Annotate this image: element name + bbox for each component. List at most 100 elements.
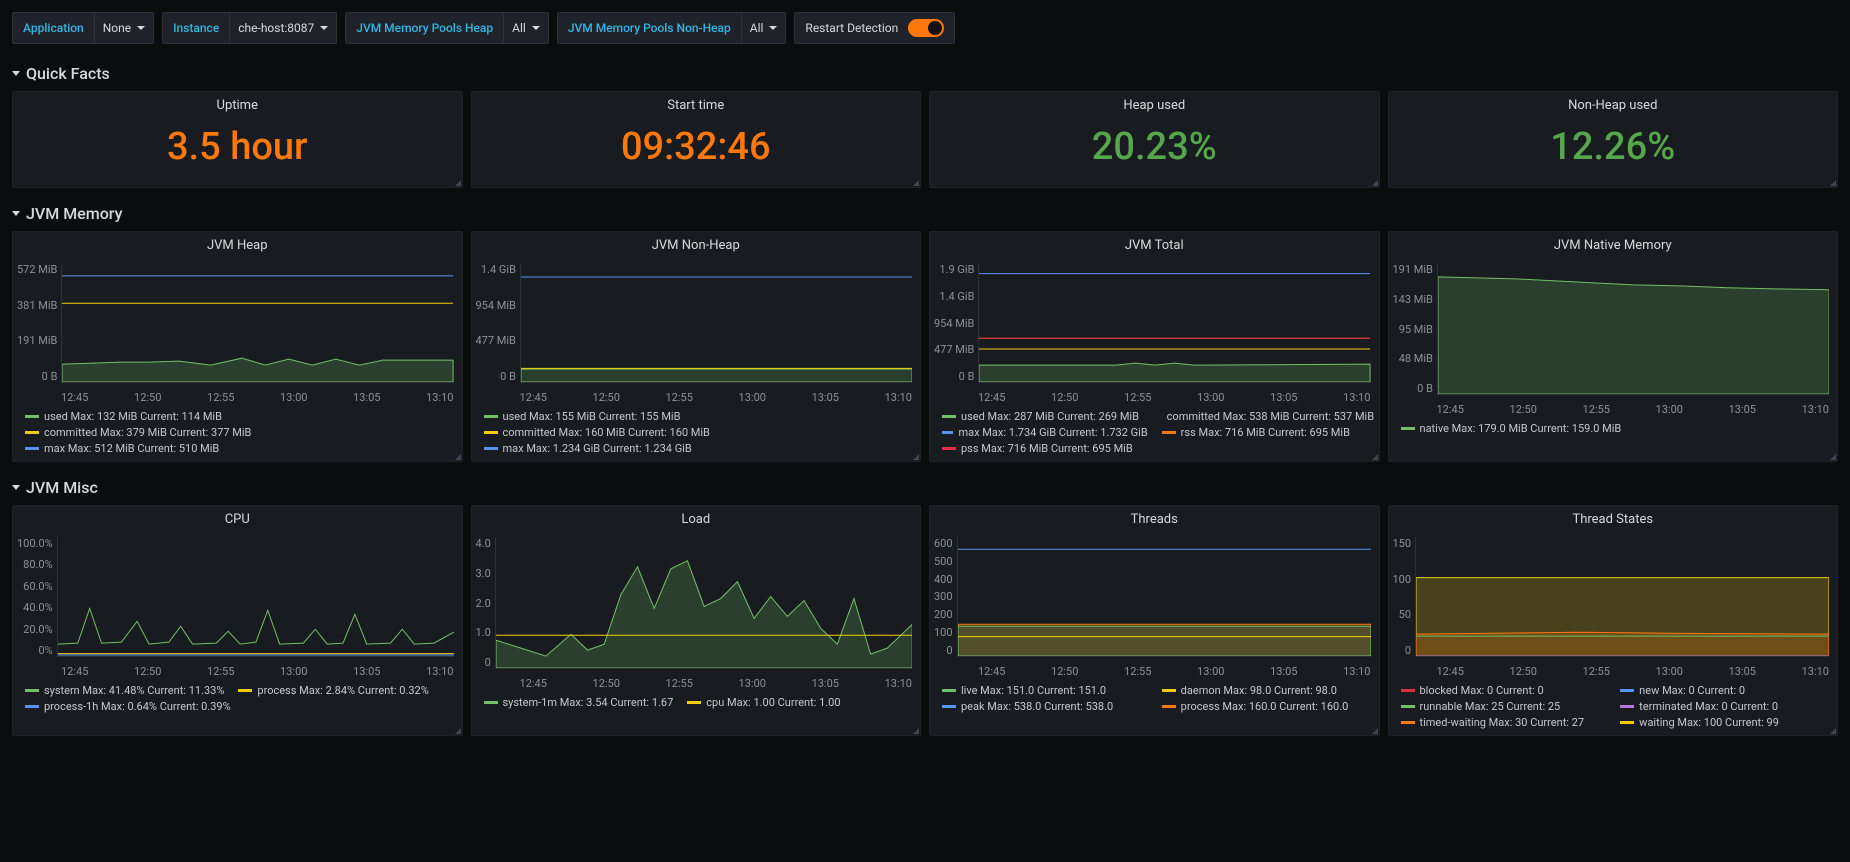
y-tick: 1.9 GiB bbox=[939, 263, 974, 276]
resize-handle-icon[interactable] bbox=[913, 180, 919, 186]
plot-area[interactable] bbox=[520, 263, 912, 383]
legend-item-process[interactable]: process Max: 2.84% Current: 0.32% bbox=[238, 684, 428, 697]
chart-cpu[interactable]: CPU100.0%80.0%60.0%40.0%20.0%0%12:4512:5… bbox=[12, 505, 463, 736]
legend-item-blocked[interactable]: blocked Max: 0 Current: 0 bbox=[1401, 684, 1607, 697]
chart-load-title: Load bbox=[472, 506, 921, 533]
plot-svg bbox=[62, 263, 453, 382]
plot-area[interactable] bbox=[1415, 537, 1829, 657]
chart-jvm_nonheap[interactable]: JVM Non-Heap1.4 GiB954 MiB477 MiB0 B12:4… bbox=[471, 231, 922, 462]
legend-item-committed[interactable]: committed Max: 538 MiB Current: 537 MiB bbox=[1162, 410, 1368, 423]
legend-text: committed Max: 160 MiB Current: 160 MiB bbox=[503, 426, 710, 439]
legend-item-used[interactable]: used Max: 132 MiB Current: 114 MiB bbox=[25, 410, 222, 423]
var-nonheap-pools-value[interactable]: All bbox=[742, 21, 786, 35]
var-instance: Instance che-host:8087 bbox=[162, 12, 337, 44]
var-heap-pools-value[interactable]: All bbox=[504, 21, 548, 35]
plot-area[interactable] bbox=[57, 537, 454, 657]
legend-swatch-icon bbox=[484, 447, 498, 450]
y-tick: 100 bbox=[1393, 573, 1412, 586]
legend-item-daemon[interactable]: daemon Max: 98.0 Current: 98.0 bbox=[1162, 684, 1368, 697]
y-tick: 400 bbox=[934, 573, 953, 586]
resize-handle-icon[interactable] bbox=[1830, 180, 1836, 186]
legend-item-pss[interactable]: pss Max: 716 MiB Current: 695 MiB bbox=[942, 442, 1148, 455]
legend-item-committed[interactable]: committed Max: 379 MiB Current: 377 MiB bbox=[25, 426, 251, 439]
chart-body: 6005004003002001000 bbox=[930, 533, 1379, 661]
var-instance-value[interactable]: che-host:8087 bbox=[230, 21, 336, 35]
legend-swatch-icon bbox=[942, 705, 956, 708]
resize-handle-icon[interactable] bbox=[1372, 454, 1378, 460]
stat-heap-used[interactable]: Heap used 20.23% bbox=[929, 91, 1380, 188]
chart-jvm_total[interactable]: JVM Total1.9 GiB1.4 GiB954 MiB477 MiB0 B… bbox=[929, 231, 1380, 462]
plot-area[interactable] bbox=[495, 537, 912, 669]
legend-item-native[interactable]: native Max: 179.0 MiB Current: 159.0 MiB bbox=[1401, 422, 1622, 435]
stat-start-time[interactable]: Start time 09:32:46 bbox=[471, 91, 922, 188]
legend-item-live[interactable]: live Max: 151.0 Current: 151.0 bbox=[942, 684, 1148, 697]
section-jvm-misc-header[interactable]: JVM Misc bbox=[8, 470, 1842, 505]
resize-handle-icon[interactable] bbox=[1830, 454, 1836, 460]
stat-start-time-value: 09:32:46 bbox=[472, 119, 921, 187]
plot-area[interactable] bbox=[61, 263, 453, 383]
legend-item-max[interactable]: max Max: 512 MiB Current: 510 MiB bbox=[25, 442, 219, 455]
legend-item-timed-waiting[interactable]: timed-waiting Max: 30 Current: 27 bbox=[1401, 716, 1607, 729]
legend-item-cpu[interactable]: cpu Max: 1.00 Current: 1.00 bbox=[687, 696, 840, 709]
legend-item-committed[interactable]: committed Max: 160 MiB Current: 160 MiB bbox=[484, 426, 710, 439]
legend-item-process[interactable]: process Max: 160.0 Current: 160.0 bbox=[1162, 700, 1368, 713]
chart-jvm_native[interactable]: JVM Native Memory191 MiB143 MiB95 MiB48 … bbox=[1388, 231, 1839, 462]
legend-item-waiting[interactable]: waiting Max: 100 Current: 99 bbox=[1620, 716, 1826, 729]
plot-area[interactable] bbox=[957, 537, 1371, 657]
chart-cpu-title: CPU bbox=[13, 506, 462, 533]
legend-item-process-1h[interactable]: process-1h Max: 0.64% Current: 0.39% bbox=[25, 700, 231, 713]
y-axis: 100.0%80.0%60.0%40.0%20.0%0% bbox=[17, 537, 57, 657]
stat-heap-used-value: 20.23% bbox=[930, 119, 1379, 187]
resize-handle-icon[interactable] bbox=[913, 454, 919, 460]
y-tick: 200 bbox=[934, 608, 953, 621]
resize-handle-icon[interactable] bbox=[455, 180, 461, 186]
resize-handle-icon[interactable] bbox=[455, 728, 461, 734]
y-tick: 572 MiB bbox=[17, 263, 57, 276]
chart-body: 1.9 GiB1.4 GiB954 MiB477 MiB0 B bbox=[930, 259, 1379, 387]
restart-detection-toggle[interactable] bbox=[908, 19, 944, 37]
y-tick: 477 MiB bbox=[934, 343, 974, 356]
chart-thread_states[interactable]: Thread States15010050012:4512:5012:5513:… bbox=[1388, 505, 1839, 736]
legend-item-used[interactable]: used Max: 155 MiB Current: 155 MiB bbox=[484, 410, 681, 423]
stat-nonheap-used[interactable]: Non-Heap used 12.26% bbox=[1388, 91, 1839, 188]
x-tick: 13:10 bbox=[885, 677, 912, 690]
plot-svg bbox=[979, 263, 1370, 382]
plot-area[interactable] bbox=[1437, 263, 1829, 395]
x-tick: 12:55 bbox=[1583, 665, 1610, 678]
y-tick: 1.0 bbox=[476, 626, 491, 639]
stat-uptime[interactable]: Uptime 3.5 hour bbox=[12, 91, 463, 188]
x-tick: 13:05 bbox=[812, 677, 839, 690]
resize-handle-icon[interactable] bbox=[455, 454, 461, 460]
legend-item-new[interactable]: new Max: 0 Current: 0 bbox=[1620, 684, 1826, 697]
legend-item-system[interactable]: system Max: 41.48% Current: 11.33% bbox=[25, 684, 224, 697]
legend-text: rss Max: 716 MiB Current: 695 MiB bbox=[1181, 426, 1350, 439]
legend-item-rss[interactable]: rss Max: 716 MiB Current: 695 MiB bbox=[1162, 426, 1368, 439]
y-tick: 100.0% bbox=[17, 537, 53, 550]
x-tick: 13:00 bbox=[1656, 665, 1683, 678]
legend-text: waiting Max: 100 Current: 99 bbox=[1639, 716, 1779, 729]
chart-threads[interactable]: Threads600500400300200100012:4512:5012:5… bbox=[929, 505, 1380, 736]
resize-handle-icon[interactable] bbox=[1830, 728, 1836, 734]
section-jvm-memory-header[interactable]: JVM Memory bbox=[8, 196, 1842, 231]
chart-jvm_heap[interactable]: JVM Heap572 MiB381 MiB191 MiB0 B12:4512:… bbox=[12, 231, 463, 462]
legend-item-max[interactable]: max Max: 1.234 GiB Current: 1.234 GiB bbox=[484, 442, 692, 455]
x-tick: 12:50 bbox=[593, 677, 620, 690]
legend-item-terminated[interactable]: terminated Max: 0 Current: 0 bbox=[1620, 700, 1826, 713]
series-system-1m bbox=[496, 561, 912, 668]
legend-item-peak[interactable]: peak Max: 538.0 Current: 538.0 bbox=[942, 700, 1148, 713]
legend-item-used[interactable]: used Max: 287 MiB Current: 269 MiB bbox=[942, 410, 1148, 423]
legend-item-runnable[interactable]: runnable Max: 25 Current: 25 bbox=[1401, 700, 1607, 713]
resize-handle-icon[interactable] bbox=[1372, 728, 1378, 734]
stat-start-time-title: Start time bbox=[472, 92, 921, 119]
resize-handle-icon[interactable] bbox=[913, 728, 919, 734]
resize-handle-icon[interactable] bbox=[1372, 180, 1378, 186]
section-quick-facts-header[interactable]: Quick Facts bbox=[8, 56, 1842, 91]
legend: native Max: 179.0 MiB Current: 159.0 MiB bbox=[1389, 420, 1838, 441]
legend-text: daemon Max: 98.0 Current: 98.0 bbox=[1181, 684, 1337, 697]
plot-area[interactable] bbox=[978, 263, 1370, 383]
var-application-value[interactable]: None bbox=[95, 21, 153, 35]
chart-load[interactable]: Load4.03.02.01.0012:4512:5012:5513:0013:… bbox=[471, 505, 922, 736]
legend-item-system-1m[interactable]: system-1m Max: 3.54 Current: 1.67 bbox=[484, 696, 674, 709]
y-tick: 381 MiB bbox=[17, 299, 57, 312]
legend-item-max[interactable]: max Max: 1.734 GiB Current: 1.732 GiB bbox=[942, 426, 1148, 439]
